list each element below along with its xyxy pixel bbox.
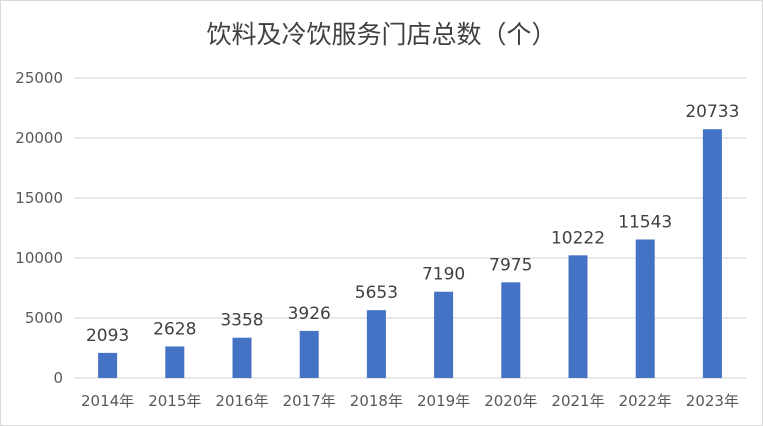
y-tick-label: 5000 <box>25 309 63 327</box>
data-label: 20733 <box>685 102 739 122</box>
data-label: 11543 <box>618 212 672 232</box>
bar <box>702 129 722 378</box>
data-label: 5653 <box>355 283 398 303</box>
y-tick-label: 25000 <box>15 69 63 87</box>
bar <box>299 330 319 378</box>
x-tick-label: 2020年 <box>484 392 537 410</box>
data-label: 10222 <box>551 228 605 248</box>
x-tick-label: 2019年 <box>417 392 470 410</box>
bar <box>434 291 454 378</box>
bar <box>232 337 252 378</box>
data-label: 3926 <box>288 304 331 324</box>
bar <box>98 352 118 378</box>
x-tick-label: 2021年 <box>551 392 604 410</box>
data-label: 2093 <box>86 326 129 346</box>
y-tick-label: 0 <box>53 369 63 387</box>
y-tick-label: 15000 <box>15 189 63 207</box>
data-label: 2628 <box>153 319 196 339</box>
bar <box>366 310 386 378</box>
x-tick-label: 2015年 <box>148 392 201 410</box>
x-tick-label: 2022年 <box>619 392 672 410</box>
chart-title: 饮料及冷饮服务门店总数（个） <box>206 20 557 49</box>
bar <box>501 282 521 378</box>
data-label: 7975 <box>489 255 532 275</box>
y-tick-label: 10000 <box>15 249 63 267</box>
x-tick-label: 2017年 <box>283 392 336 410</box>
x-tick-label: 2018年 <box>350 392 403 410</box>
bar <box>568 255 588 378</box>
bar <box>165 346 185 378</box>
data-label: 3358 <box>220 311 263 331</box>
x-tick-label: 2016年 <box>215 392 268 410</box>
bar <box>635 239 655 378</box>
x-tick-label: 2023年 <box>686 392 739 410</box>
x-tick-label: 2014年 <box>81 392 134 410</box>
data-label: 7190 <box>422 265 465 285</box>
y-tick-label: 20000 <box>15 129 63 147</box>
